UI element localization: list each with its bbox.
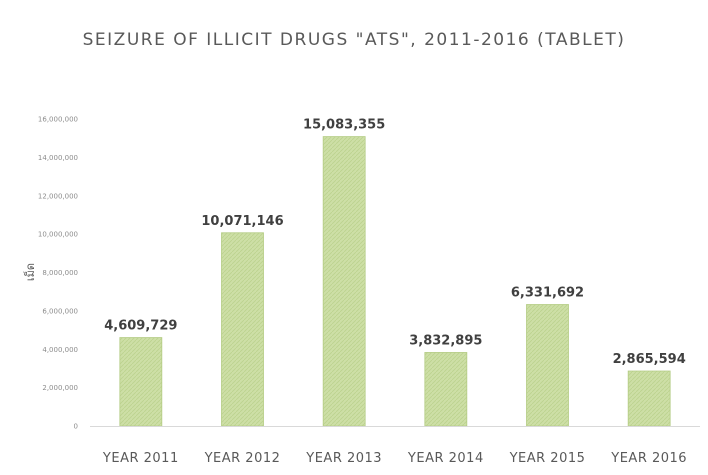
y-tick-label: 14,000,000: [38, 154, 78, 162]
bar: [322, 136, 366, 427]
data-label: 15,083,355: [303, 118, 385, 133]
bar: [627, 370, 671, 427]
y-axis-label: เม็ด: [23, 263, 37, 281]
category-labels: YEAR 2011 YEAR 2012 YEAR 2013 YEAR 2014 YEAR…: [102, 451, 687, 466]
bar: [221, 232, 264, 427]
category-label: YEAR 2011: [102, 451, 179, 466]
bar: [119, 337, 163, 427]
category-label: YEAR 2015: [509, 451, 586, 466]
data-label: 6,331,692: [511, 286, 584, 301]
y-tick-label: 0: [74, 423, 78, 431]
bar: [526, 304, 569, 427]
category-label: YEAR 2016: [610, 451, 687, 466]
bars: [119, 136, 671, 427]
category-label: YEAR 2013: [305, 451, 382, 466]
data-label: 2,865,594: [613, 352, 686, 367]
y-tick-label: 10,000,000: [38, 231, 78, 239]
y-tick-label: 2,000,000: [42, 384, 78, 392]
y-tick-label: 12,000,000: [38, 192, 78, 200]
bar: [424, 352, 468, 427]
data-label: 4,609,729: [104, 319, 177, 334]
y-tick-label: 16,000,000: [38, 116, 78, 124]
y-tick-label: 6,000,000: [42, 307, 78, 315]
category-label: YEAR 2012: [204, 451, 281, 466]
y-tick-label: 4,000,000: [42, 346, 78, 354]
data-label: 3,832,895: [409, 333, 482, 348]
y-axis-ticks: 0 2,000,000 4,000,000 6,000,000 8,000,000 10,…: [38, 116, 78, 431]
data-labels: 4,609,729 10,071,146 15,083,355 3,832,895 6,…: [104, 118, 686, 367]
y-tick-label: 8,000,000: [42, 269, 78, 277]
chart-title: SEIZURE OF ILLICIT DRUGS "ATS", 2011-201…: [82, 30, 626, 50]
category-label: YEAR 2014: [407, 451, 484, 466]
data-label: 10,071,146: [201, 214, 283, 229]
